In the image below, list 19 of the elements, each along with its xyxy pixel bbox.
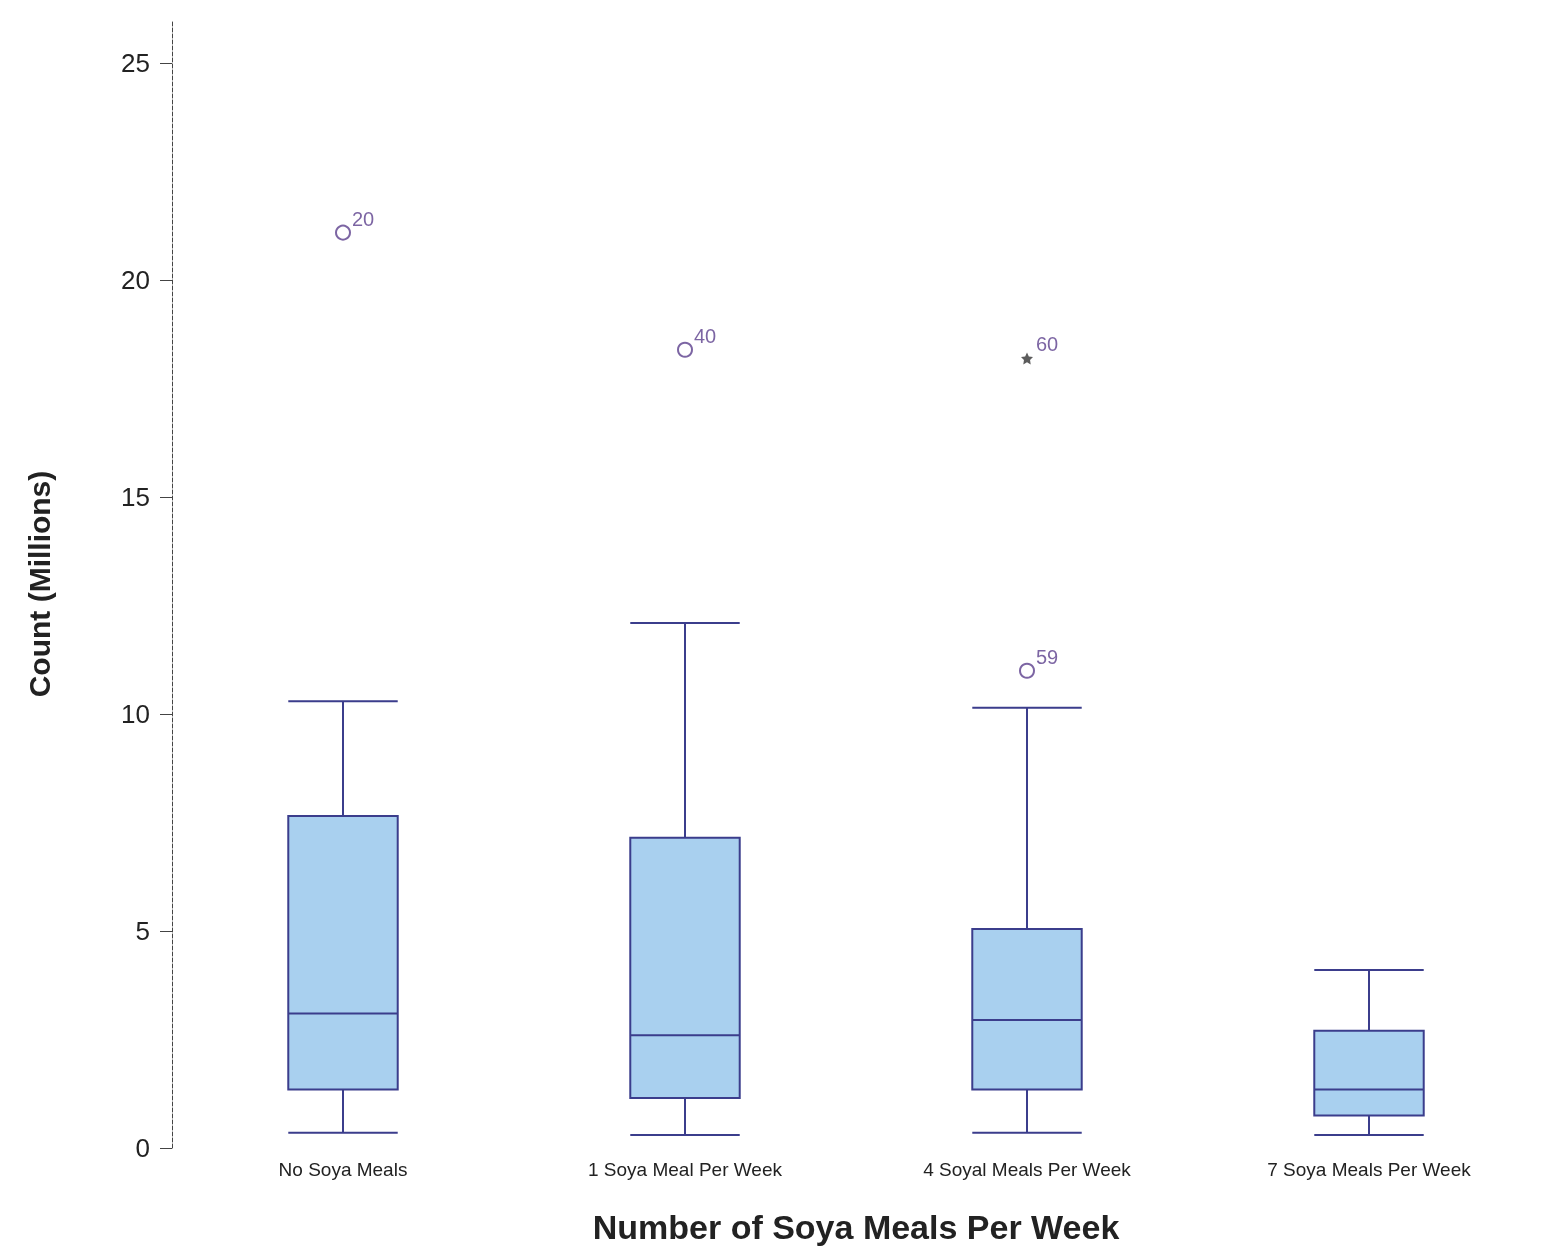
y-tick-label: 20: [121, 265, 150, 296]
x-tick-label: 7 Soya Meals Per Week: [1267, 1159, 1472, 1180]
y-tick-label: 15: [121, 482, 150, 513]
point: [677, 341, 693, 358]
y-tick-label: 5: [135, 916, 150, 947]
y-tick-label: 10: [121, 699, 150, 730]
x-axis-title: Number of Soya Meals Per Week: [592, 1208, 1120, 1246]
y-axis-title: Count (Millions): [22, 470, 56, 698]
point: [335, 224, 351, 241]
annotation: 40: [694, 324, 717, 347]
y-tick-label: 25: [121, 48, 150, 79]
x-tick-label: 4 Soyal Meals Per Week: [923, 1159, 1132, 1180]
y-tick-label: 0: [135, 1133, 150, 1163]
annotation: 59: [1036, 645, 1059, 668]
annotation: 60: [1036, 333, 1059, 356]
annotation: 20: [352, 207, 375, 230]
x-tick-label: 1 Soya Meal Per Week: [588, 1159, 783, 1180]
point: [1019, 662, 1035, 679]
x-tick-label: No Soya Meals: [278, 1159, 408, 1180]
